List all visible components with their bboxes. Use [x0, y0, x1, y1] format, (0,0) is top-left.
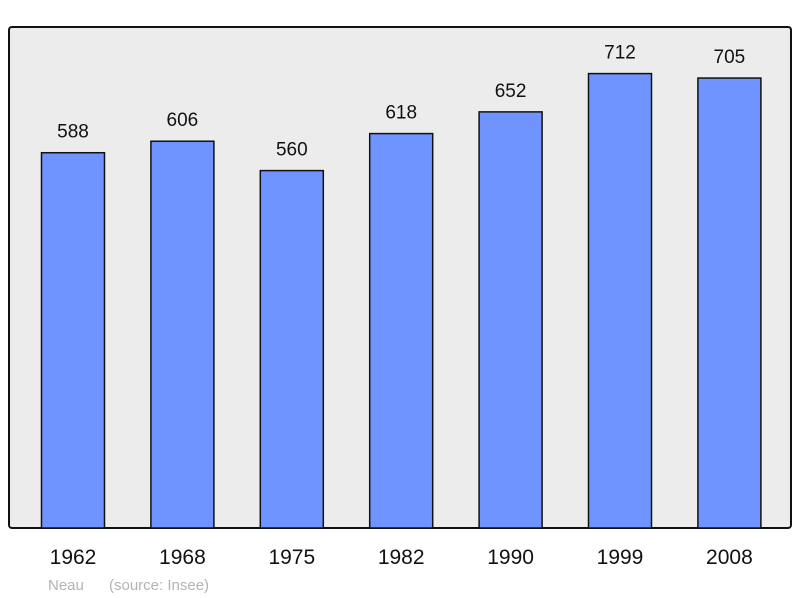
x-tick-label-1968: 1968	[159, 546, 206, 569]
data-label-1999: 712	[604, 43, 636, 64]
data-label-2008: 705	[714, 47, 746, 68]
data-label-1968: 606	[167, 110, 199, 131]
data-label-1962: 588	[57, 122, 89, 143]
footer-author: Neau	[48, 577, 84, 594]
bar-1962	[40, 151, 106, 529]
bar-1999	[587, 72, 653, 529]
bar-1982	[368, 132, 434, 529]
x-tick-label-1999: 1999	[597, 546, 644, 569]
bar-1968	[150, 140, 215, 529]
bar-1990	[478, 111, 543, 529]
x-tick-label-1975: 1975	[268, 546, 315, 569]
bar-2008	[697, 77, 762, 529]
data-label-1975: 560	[276, 140, 308, 161]
x-tick-label-1962: 1962	[50, 546, 97, 569]
bar-1975	[259, 169, 325, 529]
x-tick-label-2008: 2008	[706, 546, 753, 569]
x-tick-label-1982: 1982	[378, 546, 425, 569]
x-tick-label-1990: 1990	[487, 546, 534, 569]
footer-source: (source: Insee)	[109, 577, 209, 594]
data-label-1990: 652	[495, 81, 527, 102]
data-label-1982: 618	[385, 103, 417, 124]
